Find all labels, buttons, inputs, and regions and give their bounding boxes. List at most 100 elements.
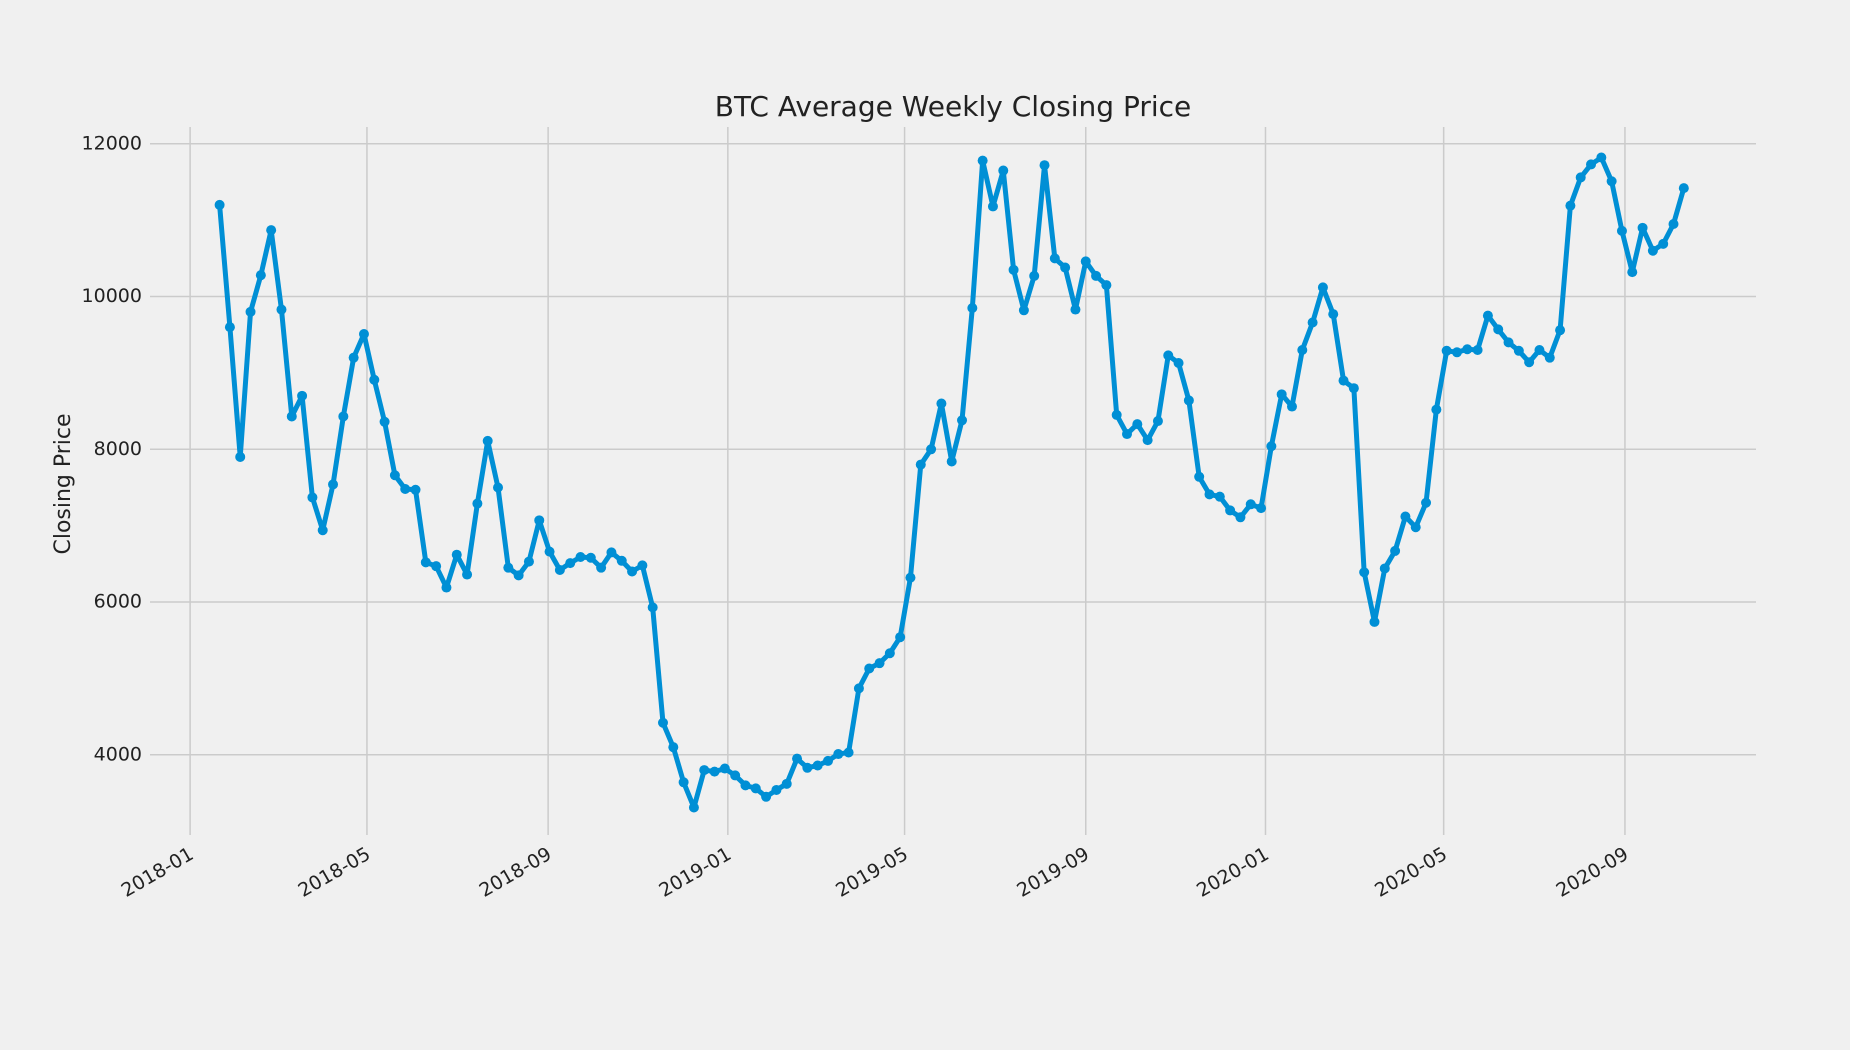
point: [554, 564, 565, 575]
point: [1678, 183, 1689, 194]
point: [389, 470, 400, 481]
point: [513, 570, 524, 581]
x-tick-label: 2020-09: [1552, 843, 1632, 902]
point: [1070, 304, 1081, 315]
point: [431, 561, 442, 572]
point: [214, 199, 225, 210]
point: [235, 451, 246, 462]
point: [1421, 497, 1432, 508]
point: [575, 551, 586, 562]
point: [255, 270, 266, 281]
point: [1534, 345, 1545, 356]
point: [709, 766, 720, 777]
point: [1225, 505, 1236, 516]
y-tick-label: 12000: [82, 132, 142, 154]
point: [1039, 160, 1050, 171]
point: [730, 770, 741, 781]
point: [1132, 419, 1143, 430]
point: [1369, 616, 1380, 627]
point: [266, 225, 277, 236]
y-tick-label: 4000: [94, 743, 142, 765]
x-tick-label: 2018-05: [294, 843, 374, 902]
point: [585, 552, 596, 563]
point: [1472, 345, 1483, 356]
point: [348, 352, 359, 363]
point: [853, 683, 864, 694]
point: [946, 456, 957, 467]
point: [1286, 401, 1297, 412]
point: [1091, 270, 1102, 281]
point: [1307, 317, 1318, 328]
point: [1029, 270, 1040, 281]
point: [1152, 416, 1163, 427]
plot-area: [214, 152, 1689, 813]
point: [1524, 357, 1535, 368]
point: [297, 390, 308, 401]
point: [1647, 245, 1658, 256]
point: [1204, 489, 1215, 500]
point: [1317, 282, 1328, 293]
point: [812, 760, 823, 771]
point: [1493, 324, 1504, 335]
y-tick-label: 10000: [82, 285, 142, 307]
x-tick-label: 2019-05: [832, 843, 912, 902]
point: [1276, 389, 1287, 400]
point: [884, 648, 895, 659]
point: [616, 555, 627, 566]
point: [369, 374, 380, 385]
point: [1586, 159, 1597, 170]
point: [1194, 471, 1205, 482]
chart-title: BTC Average Weekly Closing Price: [715, 90, 1192, 123]
point: [1637, 222, 1648, 233]
point: [1451, 347, 1462, 358]
y-axis-label: Closing Price: [51, 413, 76, 554]
point: [657, 717, 668, 728]
point: [957, 415, 968, 426]
point: [926, 444, 937, 455]
point: [1018, 305, 1029, 316]
point: [1668, 218, 1679, 229]
point: [1163, 350, 1174, 361]
point: [1183, 395, 1194, 406]
point: [1338, 375, 1349, 386]
point: [493, 482, 504, 493]
point: [1214, 491, 1225, 502]
point: [1606, 176, 1617, 187]
point: [1173, 358, 1184, 368]
point: [1379, 563, 1390, 574]
point: [699, 765, 710, 776]
point: [1503, 337, 1514, 348]
point: [317, 525, 328, 536]
point: [627, 566, 638, 577]
x-tick-label: 2019-01: [655, 843, 735, 902]
point: [668, 742, 679, 753]
point: [647, 602, 658, 613]
point: [523, 556, 534, 567]
point: [1245, 499, 1256, 510]
point: [1596, 152, 1607, 163]
x-tick-label: 2020-05: [1371, 843, 1451, 902]
point: [606, 547, 617, 558]
point: [936, 398, 947, 409]
point: [1627, 267, 1638, 278]
point: [565, 558, 576, 569]
point: [1297, 345, 1308, 356]
x-tick-label: 2018-09: [476, 843, 556, 902]
point: [1142, 435, 1153, 446]
point: [905, 572, 916, 583]
point: [740, 780, 751, 791]
point: [1616, 225, 1627, 236]
point: [358, 328, 369, 339]
point: [998, 165, 1009, 176]
point: [895, 632, 906, 643]
point: [1060, 262, 1071, 273]
point: [833, 749, 844, 760]
point: [915, 459, 926, 470]
point: [1266, 441, 1277, 452]
point: [781, 778, 792, 789]
point: [967, 303, 978, 314]
point: [596, 562, 607, 573]
point: [1008, 264, 1019, 275]
point: [1431, 404, 1442, 415]
point: [1359, 567, 1370, 578]
